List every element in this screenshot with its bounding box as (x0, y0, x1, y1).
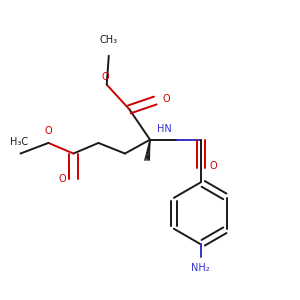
Text: O: O (163, 94, 170, 104)
Text: NH₂: NH₂ (191, 263, 210, 273)
Text: O: O (45, 126, 52, 136)
Text: H₃C: H₃C (10, 137, 28, 147)
Text: HN: HN (157, 124, 172, 134)
Text: O: O (58, 174, 66, 184)
Text: O: O (209, 161, 217, 171)
Text: CH₃: CH₃ (100, 35, 118, 46)
Text: O: O (101, 72, 109, 82)
